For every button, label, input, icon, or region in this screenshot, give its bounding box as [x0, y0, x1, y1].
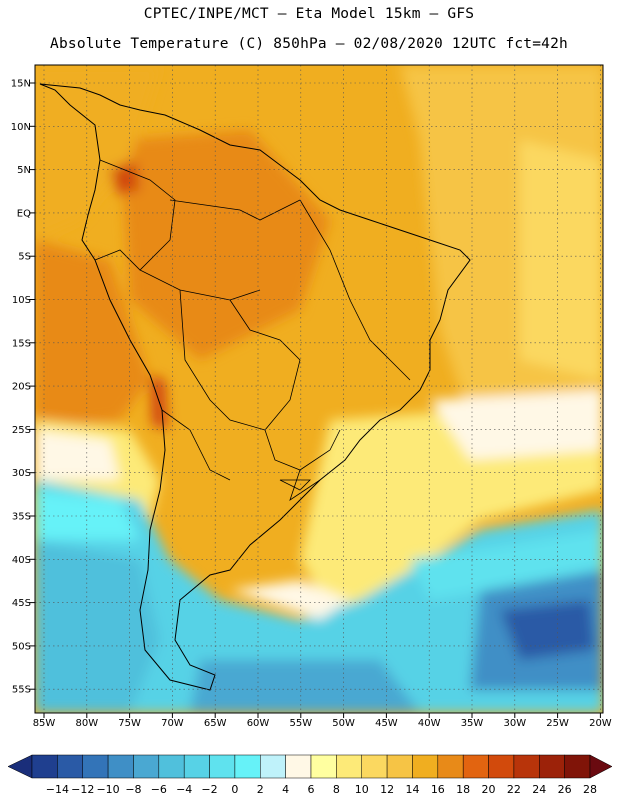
- colorbar-labels: −14 −12 −10 −8 −6 −4 −2 0 2 4 6 8 10 12 14 16 18 20 22 24 26…: [46, 783, 597, 796]
- colorbar-label: 24: [532, 783, 546, 796]
- coastline: [39, 83, 471, 691]
- lat-label: 20S: [12, 382, 31, 393]
- lat-label: 10S: [12, 295, 31, 306]
- colorbar-swatch: [310, 754, 337, 779]
- colorbar-label: 18: [456, 783, 470, 796]
- lat-label: 40S: [12, 555, 31, 566]
- lon-label: 20W: [589, 718, 612, 729]
- lat-label: 15N: [11, 79, 31, 90]
- map-frame: [34, 64, 604, 714]
- colorbar-label: −2: [201, 783, 217, 796]
- colorbar-label: −4: [176, 783, 192, 796]
- lat-label: EQ: [17, 208, 31, 219]
- lon-label: 60W: [247, 718, 270, 729]
- colorbar-swatch: [158, 754, 185, 779]
- colorbar-label: 10: [355, 783, 369, 796]
- colorbar-swatch: [386, 754, 413, 779]
- country-borders: [94, 159, 411, 501]
- lat-label: 25S: [12, 425, 31, 436]
- colorbar-swatch: [336, 754, 362, 779]
- lat-label: 5S: [18, 252, 31, 263]
- colorbar-swatch: [57, 754, 83, 779]
- colorbar: [7, 754, 613, 779]
- lon-label: 85W: [33, 718, 56, 729]
- map-title-line-1: CPTEC/INPE/MCT – Eta Model 15km – GFS: [143, 6, 475, 22]
- lon-label: 45W: [375, 718, 398, 729]
- colorbar-swatch: [209, 754, 236, 779]
- lat-label: 5N: [17, 165, 31, 176]
- colorbar-label: −12: [71, 783, 94, 796]
- colorbar-swatch: [285, 754, 312, 779]
- lat-label: 15S: [12, 338, 31, 349]
- colorbar-max-arrow: [589, 754, 613, 779]
- colorbar-swatch: [488, 754, 515, 779]
- colorbar-swatch: [31, 754, 58, 779]
- lon-label: 70W: [161, 718, 184, 729]
- colorbar-swatch: [513, 754, 540, 779]
- colorbar-swatch: [260, 754, 286, 779]
- colorbar-swatch: [539, 754, 565, 779]
- colorbar-label: 6: [308, 783, 315, 796]
- colorbar-label: −10: [96, 783, 119, 796]
- colorbar-swatch: [564, 754, 591, 779]
- map-title-line-2: Absolute Temperature (C) 850hPa – 02/08/…: [50, 36, 568, 52]
- colorbar-swatch: [361, 754, 388, 779]
- colorbar-swatch: [82, 754, 109, 779]
- lat-label: 55S: [12, 685, 31, 696]
- colorbar-swatch: [133, 754, 160, 779]
- lon-label: 65W: [204, 718, 227, 729]
- colorbar-swatch: [462, 754, 489, 779]
- lat-label: 10N: [11, 122, 31, 133]
- colorbar-swatch: [183, 754, 210, 779]
- longitude-labels: 85W 80W 75W 70W 65W 60W 55W 50W 45W 40W 35W 30W 25W 2…: [33, 713, 612, 729]
- colorbar-label: 12: [380, 783, 394, 796]
- lon-label: 55W: [289, 718, 312, 729]
- colorbar-label: 2: [257, 783, 264, 796]
- lat-label: 30S: [12, 468, 31, 479]
- lon-label: 40W: [418, 718, 441, 729]
- colorbar-label: 0: [231, 783, 238, 796]
- colorbar-swatch: [107, 754, 134, 779]
- colorbar-label: 22: [507, 783, 521, 796]
- colorbar-label: 8: [333, 783, 340, 796]
- colorbar-label: 16: [431, 783, 445, 796]
- latitude-labels: 15N 10N 5N EQ 5S 10S 15S 20S 25S 30S 35S 40S 45S 50S 5…: [11, 79, 35, 696]
- lon-label: 25W: [546, 718, 569, 729]
- colorbar-label: 26: [558, 783, 572, 796]
- colorbar-label: −14: [46, 783, 69, 796]
- lat-label: 45S: [12, 598, 31, 609]
- colorbar-min-arrow: [7, 754, 33, 779]
- lat-label: 35S: [12, 512, 31, 523]
- colorbar-label: 4: [282, 783, 289, 796]
- colorbar-swatch: [234, 754, 261, 779]
- colorbar-label: 28: [583, 783, 597, 796]
- colorbar-label: 20: [482, 783, 496, 796]
- colorbar-label: −8: [125, 783, 141, 796]
- colorbar-swatch: [412, 754, 439, 779]
- colorbar-label: −6: [151, 783, 167, 796]
- colorbar-label: 14: [405, 783, 419, 796]
- lon-label: 30W: [503, 718, 526, 729]
- graticule: [35, 65, 603, 713]
- colorbar-swatch: [437, 754, 464, 779]
- temperature-field: [35, 65, 603, 713]
- lon-label: 50W: [332, 718, 355, 729]
- lat-label: 50S: [12, 641, 31, 652]
- lon-label: 75W: [118, 718, 141, 729]
- lon-label: 80W: [75, 718, 98, 729]
- lon-label: 35W: [461, 718, 484, 729]
